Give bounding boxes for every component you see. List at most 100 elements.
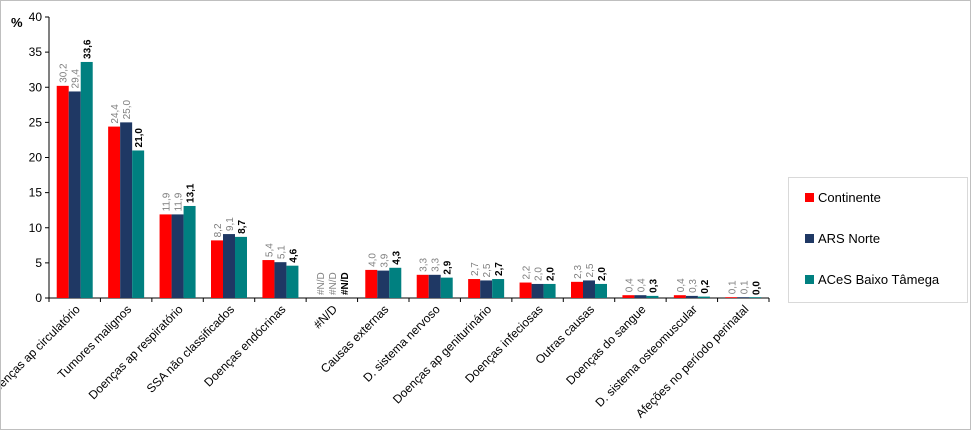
bar [389, 267, 402, 298]
data-label: 8,2 [213, 223, 224, 237]
bar [737, 297, 750, 298]
data-label: 5,4 [264, 243, 275, 257]
data-label: 2,0 [546, 267, 557, 281]
legend-swatch [805, 193, 814, 202]
y-tick-label: 25 [29, 115, 43, 129]
data-label: #N/D [340, 272, 351, 295]
bar [583, 280, 595, 298]
data-label: 0,1 [739, 280, 750, 294]
bar [132, 150, 145, 298]
bar [262, 260, 275, 298]
bar [80, 61, 93, 299]
bar [492, 279, 505, 298]
data-label: #N/D [328, 272, 339, 295]
data-label: 2,9 [443, 260, 454, 274]
bar [211, 240, 223, 298]
bar [183, 205, 196, 298]
bar [749, 297, 762, 298]
bar [571, 281, 583, 298]
legend-label: ARS Norte [818, 231, 881, 246]
bar [286, 265, 299, 298]
bar [468, 279, 481, 298]
data-label: 3,3 [431, 257, 442, 271]
data-label: 4,0 [367, 253, 378, 267]
bar [440, 277, 453, 298]
data-label: 2,5 [585, 263, 596, 277]
bar [725, 297, 738, 298]
data-label: 0,2 [700, 279, 711, 293]
data-label: #N/D [316, 272, 327, 295]
bar [416, 274, 429, 298]
data-label: 2,5 [482, 263, 493, 277]
bar [120, 122, 133, 298]
data-label: 8,7 [237, 220, 248, 234]
legend-item: Continente [805, 190, 881, 205]
legend-swatch [805, 275, 814, 284]
data-label: 13,1 [186, 183, 197, 203]
bar [595, 283, 607, 298]
legend-item: ARS Norte [805, 231, 880, 246]
y-tick-label: 15 [29, 186, 43, 200]
data-label: 25,0 [122, 99, 133, 119]
x-tick-label: Doenças ap geniturinário [390, 302, 494, 406]
bar [159, 214, 172, 298]
y-tick-label: 20 [29, 151, 43, 165]
data-label: 11,9 [174, 192, 185, 211]
bar [519, 282, 532, 298]
y-tick-label: 35 [29, 45, 43, 59]
x-tick-label: Doenças ap circulatório [1, 302, 83, 401]
legend-item: ACeS Baixo Tâmega [805, 272, 939, 287]
chart-legend: Continente ARS Norte ACeS Baixo Tâmega [788, 177, 968, 303]
x-tick-label: D. sistema osteomuscular [592, 302, 700, 410]
data-label: 21,0 [134, 128, 145, 148]
y-tick-label: 40 [29, 10, 43, 24]
data-label: 2,7 [494, 262, 505, 276]
data-label: 9,1 [225, 217, 236, 231]
data-label: 4,3 [391, 250, 402, 264]
x-tick-label: Doenças ap respiratório [86, 302, 186, 402]
data-label: 0,4 [624, 278, 635, 292]
bar [68, 91, 81, 298]
bar [223, 234, 235, 298]
bar [235, 236, 247, 298]
data-label: 3,3 [419, 257, 430, 271]
data-label: 2,3 [573, 265, 584, 279]
data-label: 4,6 [288, 248, 299, 262]
data-label: 2,7 [470, 262, 481, 276]
data-label: 0,4 [636, 278, 647, 292]
bar [673, 295, 686, 298]
x-tick-label: #N/D [311, 302, 340, 331]
data-label: 2,0 [534, 267, 545, 281]
data-label: 30,2 [59, 63, 70, 83]
data-label: 0,4 [676, 278, 687, 292]
data-label: 0,3 [648, 279, 659, 293]
bar [480, 280, 493, 298]
bar [531, 283, 544, 298]
bar [428, 274, 441, 298]
data-label: 11,9 [162, 192, 173, 211]
bar [646, 295, 659, 298]
x-tick-label: SSA não classificados [144, 302, 237, 395]
y-tick-label: 10 [29, 221, 43, 235]
bar [365, 269, 378, 298]
data-label: 5,1 [276, 245, 287, 259]
legend-label: Continente [818, 190, 881, 205]
legend-label: ACeS Baixo Tâmega [818, 272, 940, 287]
x-tick-label: Afeções no período perinatal [633, 302, 751, 420]
bar [697, 296, 710, 298]
bar [634, 295, 647, 298]
y-axis-unit: % [11, 15, 23, 30]
bar [171, 214, 184, 298]
bar [56, 85, 69, 298]
bar [543, 283, 556, 298]
bar [377, 270, 390, 298]
bar-chart: 0 5 10 15 20 25 30 35 40 30,2 29,433,6 Doenças ap c… [1, 10, 770, 421]
legend-swatch [805, 234, 814, 243]
data-label: 29,4 [71, 69, 82, 89]
data-label: 33,6 [83, 39, 94, 59]
bar [274, 262, 287, 298]
data-label: 24,4 [110, 104, 121, 124]
y-tick-label: 0 [35, 291, 42, 305]
y-tick-label: 5 [35, 256, 42, 270]
